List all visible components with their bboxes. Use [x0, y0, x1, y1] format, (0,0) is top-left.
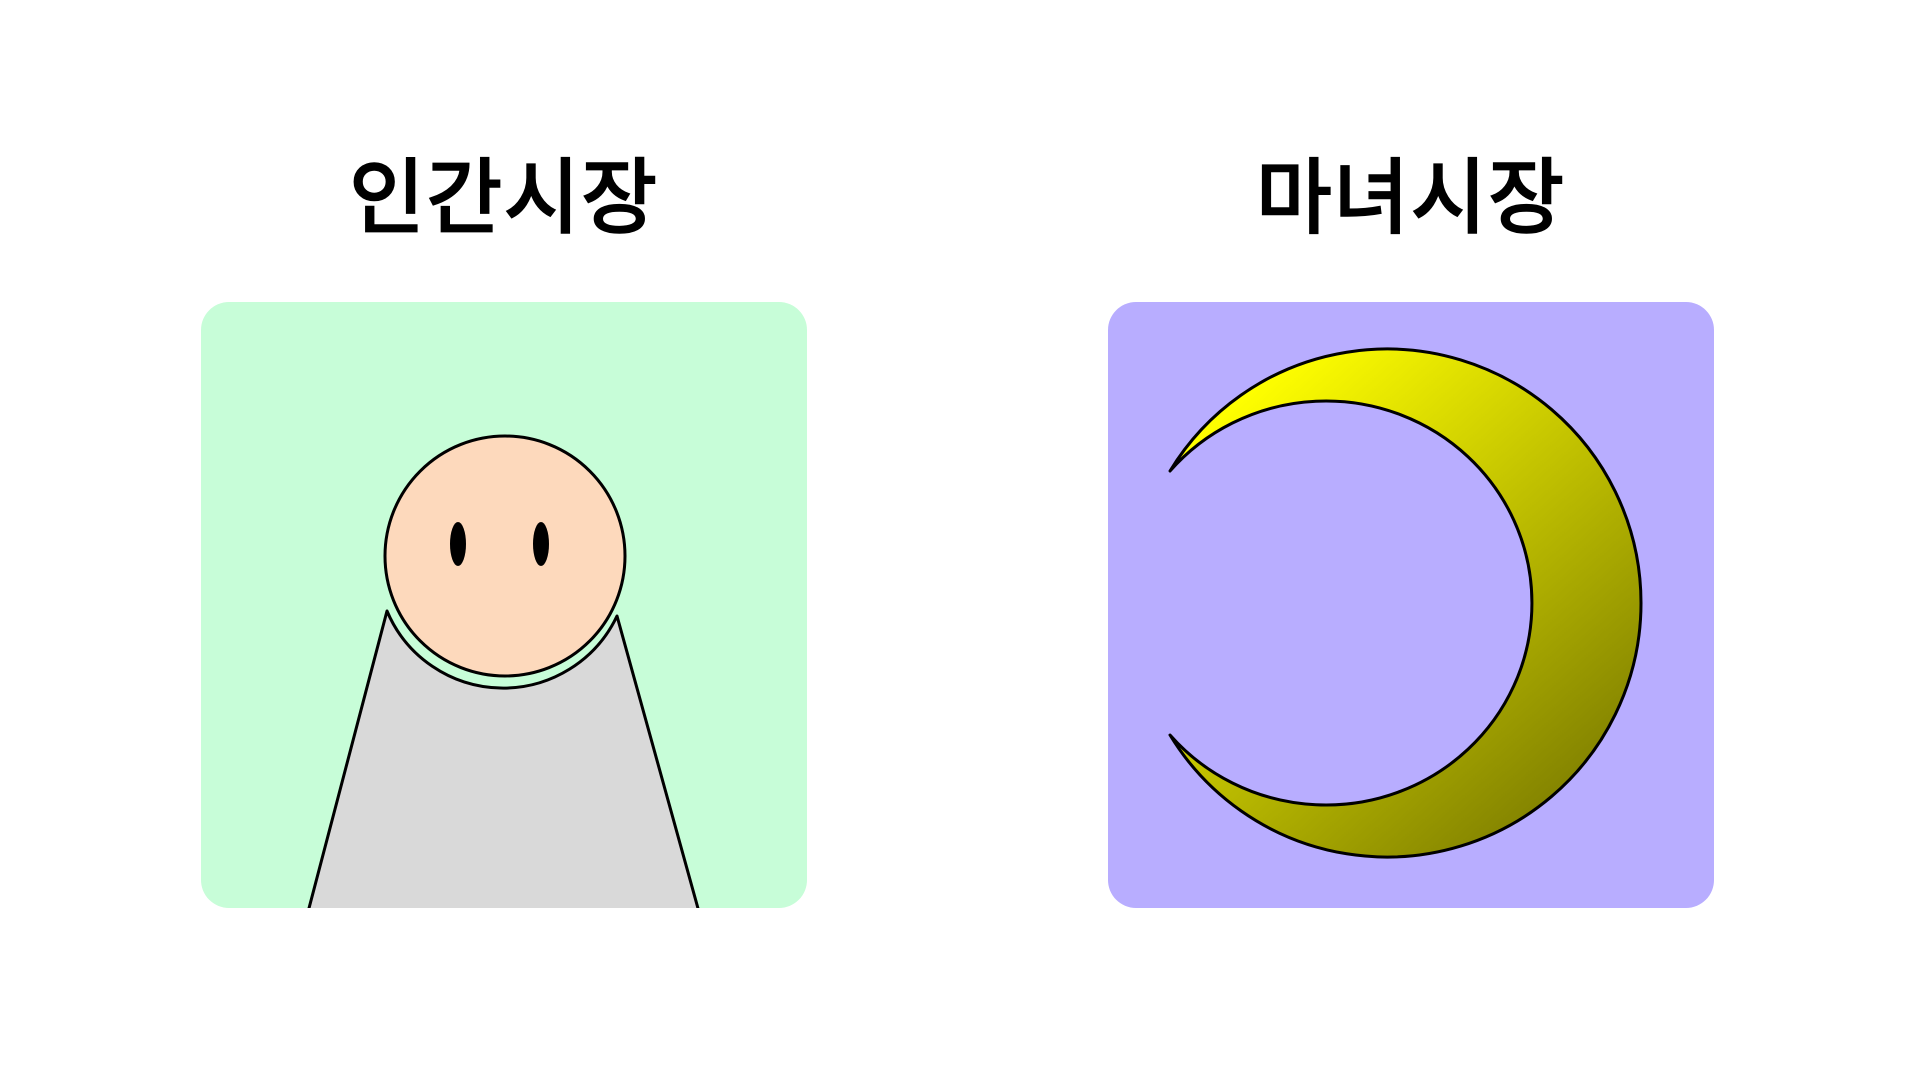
witch-market-title: 마녀시장	[1256, 151, 1566, 246]
witch-market-panel: 마녀시장	[1108, 0, 1714, 1080]
crescent-moon-icon	[1108, 302, 1714, 908]
right-eye	[533, 522, 549, 566]
left-eye	[450, 522, 466, 566]
human-market-title: 인간시장	[349, 151, 659, 246]
human-market-card	[201, 302, 807, 908]
person-body	[307, 609, 700, 908]
person-face	[383, 434, 627, 678]
witch-market-card	[1108, 302, 1714, 908]
crescent-moon	[1168, 347, 1643, 859]
person-icon	[201, 302, 807, 908]
human-market-panel: 인간시장	[201, 0, 807, 1080]
